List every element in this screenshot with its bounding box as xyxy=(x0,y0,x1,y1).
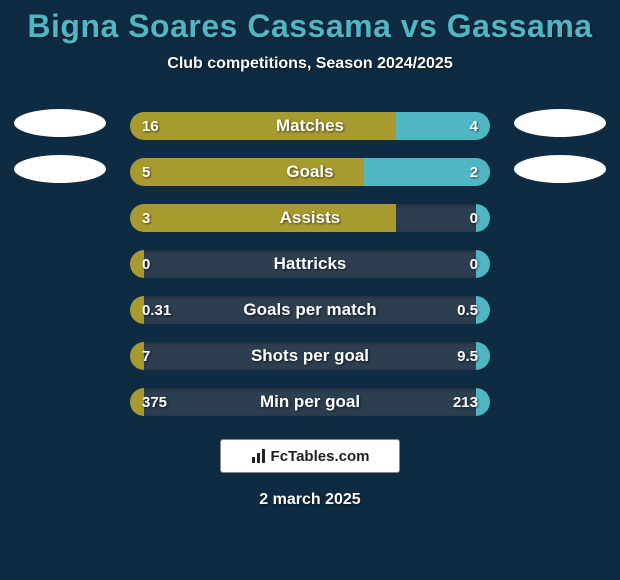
stat-bar: Shots per goal7 9.5 xyxy=(130,342,490,370)
player-right-marker xyxy=(514,109,606,137)
chart-icon xyxy=(251,448,267,464)
stat-bar: Goals per match0.31 0.5 xyxy=(130,296,490,324)
chart-area: Matches164Goals52Assists30Hattricks00Goa… xyxy=(0,103,620,425)
stat-bar: Matches16 4 xyxy=(130,112,490,140)
stat-value-left: 375 xyxy=(142,388,167,416)
stat-value-left: 3 xyxy=(142,204,150,232)
stat-label: Hattricks xyxy=(130,250,490,278)
stat-row: Assists3 0 xyxy=(0,195,620,241)
stat-value-left: 16 xyxy=(142,112,159,140)
stat-value-left: 0 xyxy=(142,250,150,278)
stat-row: Hattricks0 0 xyxy=(0,241,620,287)
stat-row: Goals5 2 xyxy=(0,149,620,195)
page-title: Bigna Soares Cassama vs Gassama xyxy=(0,0,620,45)
stat-bar: Hattricks0 0 xyxy=(130,250,490,278)
stat-label: Assists xyxy=(130,204,490,232)
stat-bar: Assists3 0 xyxy=(130,204,490,232)
stat-label: Min per goal xyxy=(130,388,490,416)
stat-value-right: 0.5 xyxy=(457,296,478,324)
stat-row: Shots per goal7 9.5 xyxy=(0,333,620,379)
stat-value-left: 5 xyxy=(142,158,150,186)
stat-value-left: 7 xyxy=(142,342,150,370)
subtitle: Club competitions, Season 2024/2025 xyxy=(0,55,620,73)
stat-value-right: 0 xyxy=(470,250,478,278)
stat-value-right: 9.5 xyxy=(457,342,478,370)
player-left-marker xyxy=(14,155,106,183)
stat-bar: Min per goal375 213 xyxy=(130,388,490,416)
player-right-marker xyxy=(514,155,606,183)
stat-bar: Goals5 2 xyxy=(130,158,490,186)
stat-label: Matches xyxy=(130,112,490,140)
stat-value-left: 0.31 xyxy=(142,296,171,324)
comparison-infographic: Bigna Soares Cassama vs Gassama Club com… xyxy=(0,0,620,580)
stat-row: Min per goal375 213 xyxy=(0,379,620,425)
stat-row: Matches16 4 xyxy=(0,103,620,149)
source-label: FcTables.com xyxy=(271,448,370,465)
source-badge[interactable]: FcTables.com xyxy=(220,439,400,473)
stat-value-right: 0 xyxy=(470,204,478,232)
player-left-marker xyxy=(14,109,106,137)
stat-value-right: 2 xyxy=(470,158,478,186)
stat-label: Shots per goal xyxy=(130,342,490,370)
stat-row: Goals per match0.31 0.5 xyxy=(0,287,620,333)
stat-label: Goals per match xyxy=(130,296,490,324)
stat-value-right: 4 xyxy=(470,112,478,140)
date-label: 2 march 2025 xyxy=(0,491,620,509)
stat-label: Goals xyxy=(130,158,490,186)
stat-value-right: 213 xyxy=(453,388,478,416)
